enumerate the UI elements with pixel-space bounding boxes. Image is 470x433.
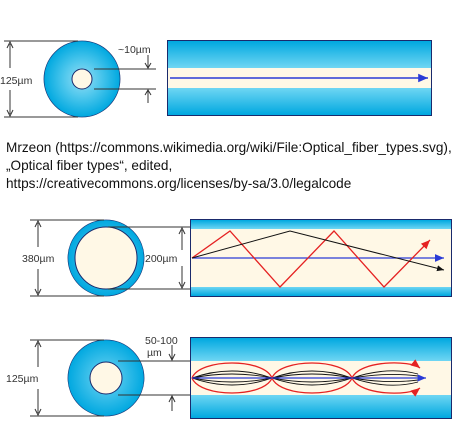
cladding-diameter-label: 125µm — [0, 75, 33, 87]
core-dimension-line — [94, 55, 156, 103]
graded-index-longitudinal-view — [190, 337, 452, 419]
single-mode-longitudinal-view — [167, 40, 432, 116]
core-diameter-label-2: 200µm — [145, 253, 178, 265]
step-index-fiber-figure: 380µm 200µm — [22, 219, 452, 297]
attribution-credit: Mrzeon (https://commons.wikimedia.org/wi… — [6, 139, 452, 193]
single-mode-fiber-figure: 125µm ~10µm — [0, 40, 432, 118]
single-mode-cross-section — [43, 40, 121, 118]
outer-curved-rays — [191, 359, 421, 397]
core-diameter-label-3b: µm — [147, 347, 162, 359]
graded-index-fiber-figure: 125µm 50-100 µm — [6, 335, 452, 419]
inner-curved-rays — [191, 370, 419, 386]
low-angle-ray — [191, 230, 445, 272]
step-index-cross-section — [67, 219, 145, 297]
core-dimension-line-3 — [118, 345, 190, 411]
cladding-diameter-label-3: 125µm — [6, 373, 39, 385]
outer-dimension-line — [30, 219, 104, 297]
graded-index-cross-section — [67, 339, 145, 417]
cladding-dimension-line-3 — [30, 339, 104, 417]
core-diameter-label: ~10µm — [118, 44, 151, 56]
credit-line-title: „Optical fiber types“, edited, — [6, 158, 173, 173]
zigzag-ray — [191, 230, 431, 288]
credit-line-license: https://creativecommons.org/licenses/by-… — [6, 176, 352, 191]
core-dimension-line-2 — [108, 226, 190, 290]
outer-diameter-label: 380µm — [22, 253, 55, 265]
step-index-longitudinal-view — [190, 219, 452, 297]
credit-line-author: Mrzeon (https://commons.wikimedia.org/wi… — [6, 140, 452, 155]
cladding-dimension-line — [4, 40, 78, 118]
core-diameter-label-3a: 50-100 — [145, 335, 178, 347]
